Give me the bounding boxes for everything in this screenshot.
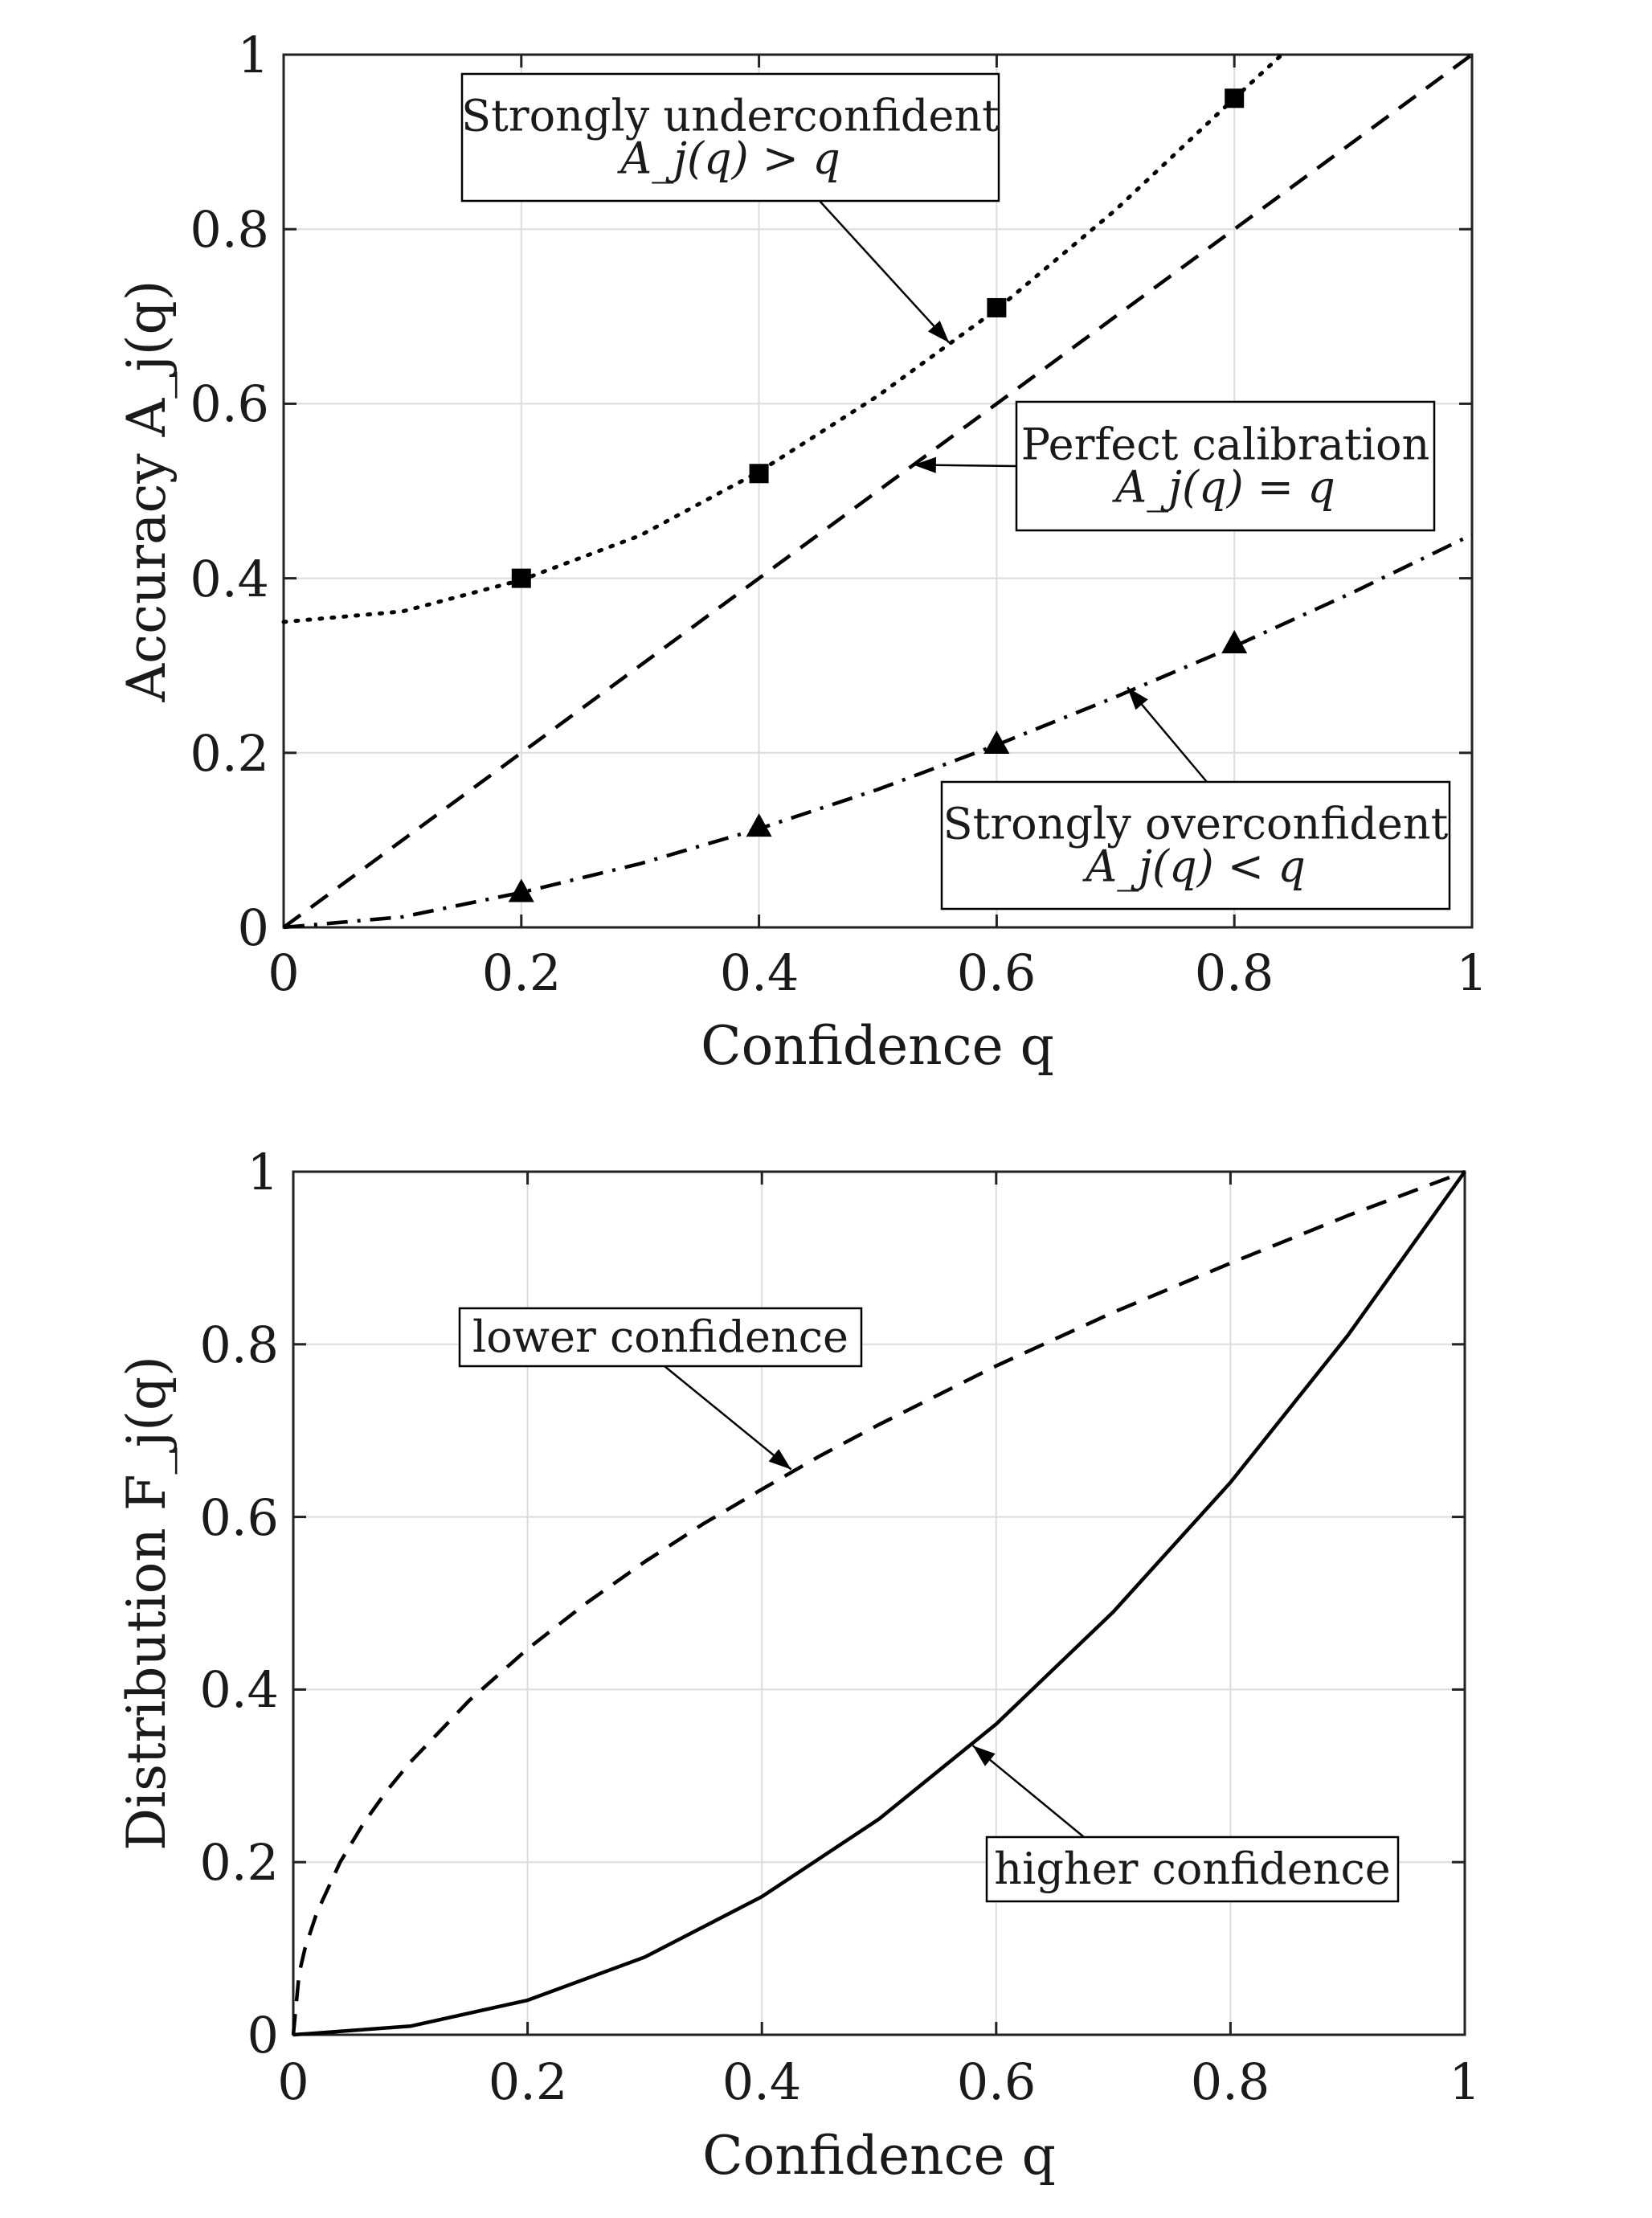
y-tick-label: 0.2 — [199, 1833, 279, 1892]
series-line-dashdot — [283, 533, 1473, 930]
y-tick-label: 0.8 — [199, 1316, 279, 1374]
plot-frame — [292, 1170, 1466, 2036]
annotation-box — [1015, 400, 1436, 532]
series-line-dotted — [281, 52, 1284, 624]
annotation-text: A_j(q) < q — [1082, 841, 1306, 891]
triangle-marker — [508, 878, 534, 902]
arrow-head — [913, 456, 936, 473]
series-layer — [281, 52, 1474, 930]
triangle-marker — [746, 813, 772, 837]
annotation-text: A_j(q) > q — [616, 133, 840, 183]
annotation-text: higher confidence — [994, 1844, 1390, 1894]
triangle-marker — [983, 730, 1010, 754]
square-marker — [749, 464, 769, 484]
y-axis-label: Distribution F_j(q) — [116, 1356, 178, 1851]
y-tick-label: 0.6 — [199, 1488, 279, 1547]
annotation-box — [458, 1307, 863, 1368]
annotation-text: Strongly overconfident — [943, 799, 1449, 849]
x-tick-label: 0.2 — [489, 2052, 568, 2111]
y-tick-label: 0.6 — [190, 374, 269, 433]
square-marker — [511, 568, 531, 588]
series-line-dashed — [282, 53, 1474, 929]
annotation-text: Strongly underconfident — [461, 91, 1000, 141]
arrow-head — [1127, 687, 1148, 710]
annotation-box — [985, 1835, 1400, 1903]
x-tick-label: 0.2 — [482, 943, 562, 1002]
plot-frame — [282, 53, 1474, 929]
x-tick-label: 1 — [1456, 943, 1487, 1002]
annotation-text: lower confidence — [472, 1312, 848, 1362]
tick-marks — [292, 1170, 1466, 2036]
y-axis-label: Accuracy A_j(q) — [116, 280, 178, 702]
arrow-head — [927, 320, 950, 343]
x-tick-label: 0 — [277, 2052, 309, 2111]
x-tick-label: 0.8 — [1191, 2052, 1270, 2111]
arrow-head — [972, 1745, 996, 1766]
annotation-box — [940, 780, 1451, 911]
y-tick-label: 0.4 — [199, 1660, 279, 1719]
x-tick-label: 0.6 — [957, 943, 1037, 1002]
x-tick-label: 0.4 — [720, 943, 799, 1002]
plot-area — [293, 1172, 1465, 2035]
annotation-text: Perfect calibration — [1021, 419, 1430, 469]
annotation-arrow — [971, 1745, 1085, 1838]
arrow-head — [768, 1449, 791, 1470]
annotation-text: A_j(q) = q — [1111, 462, 1335, 513]
y-tick-label: 1 — [238, 26, 269, 84]
y-tick-label: 0.2 — [190, 724, 269, 783]
series-line-dashed — [291, 1169, 1466, 2036]
y-tick-label: 0 — [238, 898, 269, 957]
series-layer — [291, 1169, 1466, 2037]
y-tick-label: 1 — [247, 1143, 279, 1201]
square-marker — [987, 297, 1007, 317]
triangle-marker — [1221, 630, 1248, 654]
x-tick-label: 1 — [1449, 2052, 1480, 2111]
annotation-layer: lower confidence higher confidence — [458, 1307, 1400, 1903]
x-axis-label: Confidence q — [702, 2125, 1056, 2187]
annotation-arrow — [664, 1365, 792, 1471]
x-tick-label: 0.8 — [1195, 943, 1274, 1002]
annotation-arrow — [819, 200, 951, 344]
y-tick-label: 0.4 — [190, 550, 269, 608]
square-marker — [1225, 88, 1245, 108]
x-axis-label: Confidence q — [701, 1015, 1054, 1077]
annotation-box — [460, 72, 1000, 203]
x-tick-label: 0 — [268, 943, 299, 1002]
x-tick-label: 0.4 — [722, 2052, 802, 2111]
y-tick-label: 0 — [247, 2006, 279, 2065]
series-line-solid — [292, 1170, 1466, 2037]
x-tick-label: 0.6 — [957, 2052, 1037, 2111]
y-tick-label: 0.8 — [190, 200, 269, 259]
